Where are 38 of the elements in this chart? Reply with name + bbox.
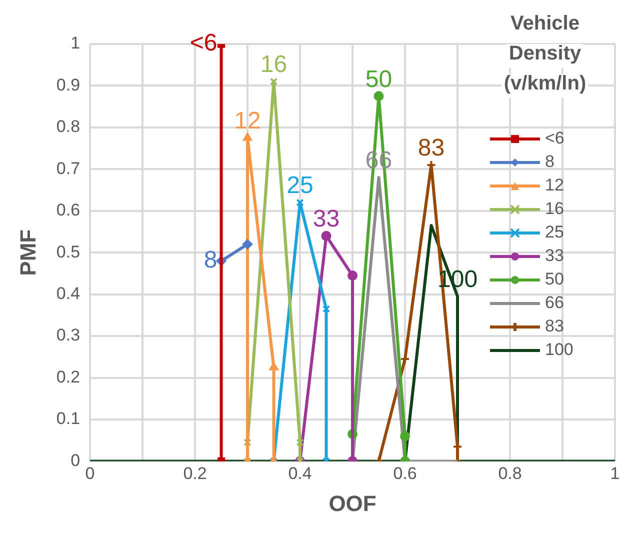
x-tick-label: 0.8 xyxy=(498,464,522,484)
y-tick-label: 0.7 xyxy=(56,158,80,178)
x-tick-label: 0.4 xyxy=(288,464,312,484)
annotation: 16 xyxy=(260,51,288,78)
annotation: 50 xyxy=(365,66,392,93)
annotation: 8 xyxy=(204,246,218,274)
x-axis-title: OOF xyxy=(328,490,376,516)
y-tick-label: 0 xyxy=(70,450,80,470)
legend-label: 50 xyxy=(545,270,564,289)
legend-label: 8 xyxy=(545,152,554,172)
legend-label: 83 xyxy=(545,316,564,336)
legend-label: 25 xyxy=(545,222,564,242)
y-tick-label: 0.4 xyxy=(56,284,80,304)
y-tick-label: 0.2 xyxy=(56,367,80,386)
legend-title: Vehicle Density (v/km/ln) xyxy=(504,12,586,95)
annotation: 25 xyxy=(286,172,314,200)
legend-label: 100 xyxy=(545,340,574,360)
x-tick-label: 0.2 xyxy=(183,464,207,484)
y-tick-label: 0.9 xyxy=(56,75,80,94)
annotation: 12 xyxy=(234,107,261,134)
legend-label: 66 xyxy=(545,293,564,312)
x-tick-label: 0.6 xyxy=(393,464,417,484)
y-tick-label: 0.8 xyxy=(56,117,80,136)
y-axis-title: PMF xyxy=(15,229,40,276)
legend-label: <6 xyxy=(545,128,564,148)
x-tick-label: 1 xyxy=(610,464,620,484)
legend-label: 12 xyxy=(545,176,564,195)
legend-label: 33 xyxy=(545,246,564,266)
y-tick-label: 0.1 xyxy=(56,409,80,428)
y-tick-label: 1 xyxy=(70,34,80,53)
y-tick-label: 0.3 xyxy=(56,326,80,345)
annotation: 83 xyxy=(418,134,445,162)
annotation: 33 xyxy=(312,206,340,233)
y-tick-label: 0.6 xyxy=(56,200,80,220)
y-tick-label: 0.5 xyxy=(56,242,80,262)
annotation: <6 xyxy=(190,30,218,57)
legend-label: 16 xyxy=(545,199,564,218)
x-tick-label: 0 xyxy=(85,464,95,484)
